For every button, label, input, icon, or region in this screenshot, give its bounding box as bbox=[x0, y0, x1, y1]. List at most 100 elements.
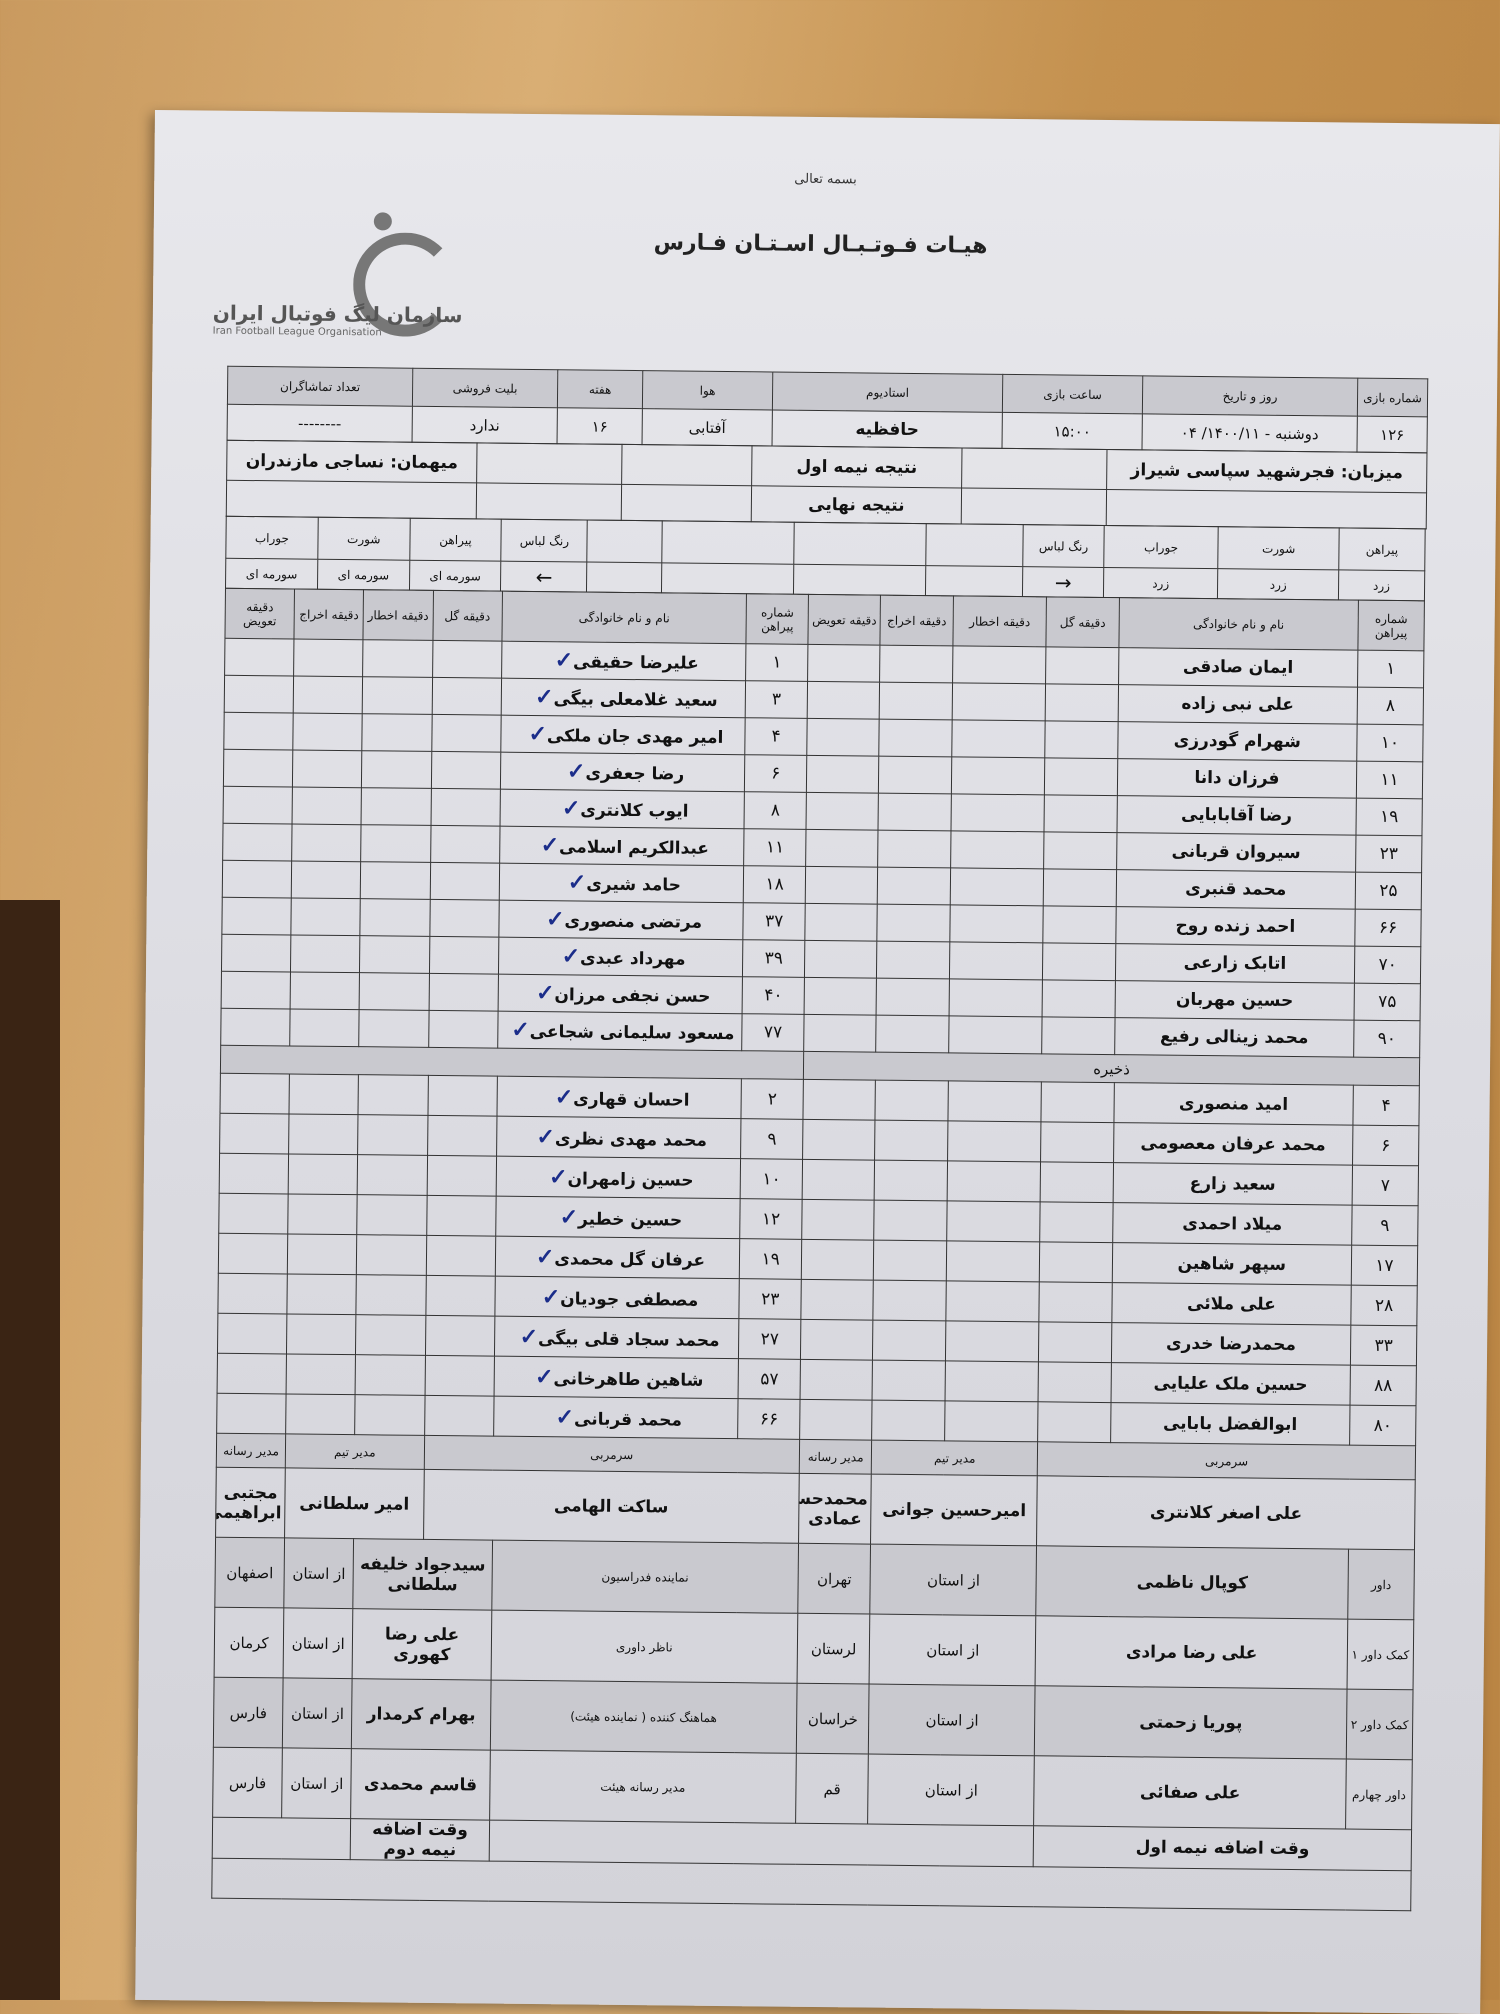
official-province: فارس bbox=[213, 1677, 284, 1748]
minute-cell bbox=[430, 825, 500, 864]
player-name: مصطفی جودیان✓ bbox=[494, 1276, 740, 1319]
arrow-right-icon: ← bbox=[500, 561, 588, 593]
minute-cell bbox=[287, 1273, 357, 1315]
player-name-text: امید منصوری bbox=[1178, 1093, 1289, 1115]
player-name: ایمان صادقی bbox=[1118, 647, 1358, 688]
referee-name: علی صفائی bbox=[1033, 1755, 1347, 1830]
check-mark-icon: ✓ bbox=[561, 795, 581, 822]
shirt-number: ۸۰ bbox=[1349, 1405, 1416, 1446]
shirt-number: ۱۹ bbox=[739, 1238, 802, 1280]
minute-cell bbox=[359, 935, 430, 974]
minute-cell bbox=[361, 787, 431, 826]
host-kit-color: زرد bbox=[1338, 569, 1425, 601]
player-name-text: عبدالکریم اسلامی bbox=[558, 837, 710, 859]
minute-cell bbox=[286, 1353, 356, 1395]
minute-cell bbox=[427, 1115, 497, 1157]
player-name: محمد مهدی نظری✓ bbox=[496, 1116, 742, 1159]
player-name: علی ملائی bbox=[1111, 1282, 1352, 1326]
staff-name: ساکت الهامی bbox=[423, 1469, 800, 1544]
player-name-text: احسان قهاری bbox=[573, 1088, 690, 1111]
bismillah: بسمه تعالی bbox=[794, 171, 857, 188]
minute-cell bbox=[952, 645, 1047, 684]
column-header: دقیقه گل bbox=[1046, 596, 1120, 648]
shirt-number: ۱۱ bbox=[743, 828, 807, 867]
player-name-text: محمد عرفان معصومی bbox=[1140, 1132, 1326, 1155]
minute-cell bbox=[223, 712, 294, 750]
player-name: رضا جعفری✓ bbox=[500, 752, 746, 792]
minute-cell bbox=[360, 898, 430, 937]
shirt-number: ۱۰ bbox=[740, 1158, 803, 1200]
minute-cell bbox=[949, 904, 1044, 943]
check-mark-icon: ✓ bbox=[555, 1403, 575, 1430]
official-role: ناظر داوری bbox=[490, 1610, 798, 1684]
player-name-text: محمد زینالی رفیع bbox=[1159, 1026, 1309, 1049]
match-info-value: ۱۲۶ bbox=[1356, 416, 1428, 453]
player-name-text: رضا جعفری bbox=[585, 763, 685, 785]
from-province-label: از استان bbox=[867, 1754, 1035, 1826]
minute-cell bbox=[289, 1008, 360, 1047]
minute-cell bbox=[429, 899, 499, 938]
shirt-number: ۱۸ bbox=[743, 865, 806, 904]
shirt-number: ۸ bbox=[1357, 687, 1424, 725]
minute-cell bbox=[875, 1080, 949, 1121]
referee-name: پوریا زحمتی bbox=[1034, 1685, 1348, 1760]
shirt-number: ۷۷ bbox=[742, 1013, 805, 1052]
minute-cell bbox=[292, 786, 362, 825]
staff-name: امیرحسین جوانی bbox=[870, 1474, 1038, 1546]
shirt-number: ۹ bbox=[1351, 1205, 1419, 1246]
minute-cell bbox=[428, 1010, 498, 1049]
minute-cell bbox=[873, 1280, 947, 1321]
minute-cell bbox=[804, 903, 878, 942]
player-name-text: احمد زنده روح bbox=[1175, 915, 1296, 937]
referee-name: کوپال ناظمی bbox=[1036, 1545, 1349, 1620]
minute-cell bbox=[803, 1014, 877, 1053]
player-name: حسین ملک علیایی bbox=[1110, 1362, 1351, 1406]
minute-cell bbox=[1043, 831, 1117, 870]
minute-cell bbox=[291, 860, 362, 899]
referee-name: علی رضا مرادی bbox=[1035, 1615, 1348, 1690]
check-mark-icon: ✓ bbox=[545, 906, 565, 933]
check-mark-icon: ✓ bbox=[541, 1283, 561, 1310]
minute-cell bbox=[946, 1240, 1041, 1282]
player-name-text: عرفان گل محمدی bbox=[554, 1248, 706, 1271]
check-mark-icon: ✓ bbox=[540, 832, 560, 859]
player-name-text: مهرداد عبدی bbox=[580, 948, 686, 970]
shirt-number: ۲ bbox=[741, 1078, 804, 1120]
minute-cell bbox=[1041, 1081, 1115, 1123]
minute-cell bbox=[431, 677, 502, 716]
minute-cell bbox=[432, 640, 502, 679]
player-name: محمد سجاد قلی بیگی✓ bbox=[494, 1316, 740, 1359]
minute-cell bbox=[291, 897, 361, 936]
staff-label: مدیر تیم bbox=[871, 1440, 1038, 1476]
extra-time-first-half: وقت اضافه نیمه اول bbox=[1033, 1825, 1412, 1871]
logo-dot-icon bbox=[373, 212, 392, 231]
match-info-value: -------- bbox=[227, 404, 413, 443]
player-name: ایوب کلانتری✓ bbox=[499, 789, 745, 829]
player-name: شاهین طاهرخانی✓ bbox=[493, 1356, 739, 1399]
final-result-label: نتیجه نهایی bbox=[751, 485, 962, 524]
minute-cell bbox=[802, 1119, 876, 1161]
minute-cell bbox=[293, 638, 364, 677]
column-header: دقیقه اخطار bbox=[952, 595, 1047, 647]
minute-cell bbox=[360, 861, 431, 900]
match-info-table: شماره بازی روز و تاریخ ساعت بازی استادیوم هو… bbox=[227, 366, 1429, 454]
shirt-number: ۱۲ bbox=[740, 1198, 803, 1240]
from-province-label: از استان bbox=[869, 1614, 1037, 1686]
shirt-number: ۸۸ bbox=[1350, 1365, 1417, 1406]
minute-cell bbox=[224, 638, 295, 676]
check-mark-icon: ✓ bbox=[559, 1203, 579, 1230]
referee-province: لرستان bbox=[797, 1613, 871, 1685]
minute-cell bbox=[362, 713, 432, 752]
player-name-text: علی نبی زاده bbox=[1181, 693, 1295, 715]
shirt-number: ۷۰ bbox=[1354, 946, 1421, 984]
column-header: دقیقه تعویض bbox=[224, 588, 295, 639]
minute-cell bbox=[1045, 646, 1119, 685]
minute-cell bbox=[217, 1273, 288, 1314]
player-name-text: رضا آقابابایی bbox=[1180, 804, 1293, 826]
guest-kit-label: شورت bbox=[317, 517, 410, 561]
player-name: عبدالکریم اسلامی✓ bbox=[499, 826, 745, 866]
player-name: سعید زارع bbox=[1112, 1162, 1353, 1206]
player-name: محمدرضا خدری bbox=[1111, 1322, 1351, 1366]
minute-cell bbox=[951, 756, 1046, 795]
shirt-number: ۷۵ bbox=[1354, 983, 1421, 1021]
